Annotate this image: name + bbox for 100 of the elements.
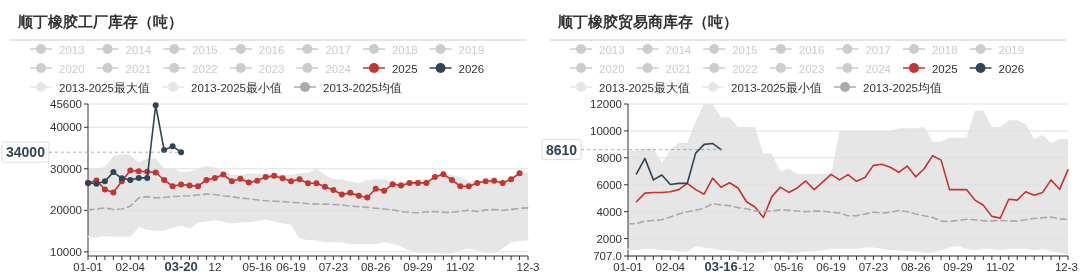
line-series	[635, 142, 722, 186]
y-tick-label: 4000	[596, 205, 622, 218]
x-tick-label: 11-02	[446, 261, 475, 273]
point	[135, 174, 142, 181]
point	[254, 177, 261, 184]
y-tick-label: 6000	[596, 178, 622, 191]
legend-label: 2013-2025均值	[323, 81, 402, 94]
point	[135, 168, 142, 175]
point	[499, 179, 506, 186]
y-tick-label: 40000	[50, 121, 82, 134]
point	[220, 171, 227, 178]
x-tick-label: 01-01	[73, 261, 103, 273]
chart-title: 顺丁橡胶工厂库存（吨）	[17, 13, 183, 30]
line-series	[627, 202, 1069, 225]
point	[178, 181, 185, 188]
x-tick-label: 02-04	[115, 261, 146, 273]
x-tick-label: 01-01	[613, 261, 643, 273]
point	[186, 182, 193, 189]
point	[465, 183, 472, 190]
point	[482, 178, 489, 185]
point	[398, 182, 405, 189]
point	[161, 177, 168, 183]
point	[431, 174, 438, 181]
point	[423, 179, 430, 186]
x-tick-label: 05-16	[774, 261, 804, 273]
point	[110, 169, 117, 176]
x-tick-label: 08-26	[900, 261, 931, 273]
point	[516, 170, 523, 177]
point	[169, 143, 176, 150]
point	[364, 194, 371, 201]
y-tick-label: 10000	[50, 245, 82, 258]
annotation: 34000	[6, 144, 46, 161]
x-tick-label: 03-16	[704, 259, 738, 274]
x-tick-label: 12	[208, 261, 222, 273]
point	[144, 174, 151, 181]
point	[457, 183, 464, 190]
point	[508, 176, 515, 183]
point	[178, 149, 185, 156]
x-tick-label: 03-20	[164, 259, 198, 274]
point	[152, 169, 159, 176]
x-tick-label: 12-3	[516, 261, 540, 273]
line-series	[87, 193, 529, 214]
line-series	[635, 154, 1069, 219]
point	[169, 183, 176, 190]
point	[355, 192, 362, 199]
x-tick-label: 12-3	[1054, 261, 1078, 273]
point	[127, 167, 134, 174]
x-tick-label: 05-16	[242, 261, 272, 273]
y-tick-label: 2000	[596, 232, 622, 245]
point	[101, 186, 108, 193]
point	[372, 185, 379, 192]
x-tick-label: 07-23	[318, 261, 349, 273]
x-tick-label: 08-26	[360, 261, 391, 273]
x-tick-label: 06-19	[276, 261, 306, 273]
x-tick-label: 09-29	[943, 261, 973, 273]
point	[110, 189, 117, 196]
point	[313, 180, 320, 187]
legend-label: 2013-2025最大值	[59, 81, 150, 94]
point	[101, 178, 108, 185]
x-tick-label: 02-04	[655, 261, 686, 273]
point	[448, 177, 455, 183]
y-tick-label: 12000	[590, 98, 622, 110]
legend-label: 2025	[391, 62, 418, 75]
point	[381, 187, 388, 194]
legend-label: 2026	[458, 62, 485, 75]
point	[389, 181, 396, 188]
point	[245, 179, 252, 186]
point	[228, 178, 235, 185]
x-tick-label: 09-29	[403, 261, 433, 273]
point	[330, 186, 337, 193]
point	[474, 179, 481, 186]
point	[237, 175, 244, 182]
legend-label: 2013-2025最大值	[599, 81, 690, 94]
legend-label: 2025	[931, 62, 958, 75]
y-tick-label: 20000	[50, 204, 82, 217]
chart-title: 顺丁橡胶贸易商库存（吨）	[557, 13, 738, 30]
legend-label: 2013-2025均值	[863, 81, 942, 94]
point	[406, 179, 413, 186]
point	[271, 172, 278, 179]
point	[347, 189, 354, 196]
point	[127, 177, 134, 183]
point	[305, 180, 311, 187]
point	[195, 183, 201, 190]
point	[491, 177, 498, 184]
point	[152, 102, 159, 109]
x-tick-label: 07-23	[858, 261, 889, 273]
point	[161, 147, 168, 154]
point	[288, 178, 295, 185]
point	[321, 183, 328, 190]
y-tick-label: 45600	[50, 98, 82, 110]
x-tick-label: 06-19	[816, 261, 846, 273]
y-tick-label: 8000	[596, 151, 622, 164]
y-tick-label: 707.0	[593, 250, 622, 262]
legend-label: 2013-2025最小值	[731, 81, 822, 94]
x-tick-label: 11-02	[986, 261, 1015, 273]
point	[262, 174, 269, 181]
legend-label: 2026	[998, 62, 1025, 75]
legend-label: 2013-2025最小值	[191, 81, 282, 94]
point	[415, 179, 421, 186]
point	[296, 176, 303, 183]
